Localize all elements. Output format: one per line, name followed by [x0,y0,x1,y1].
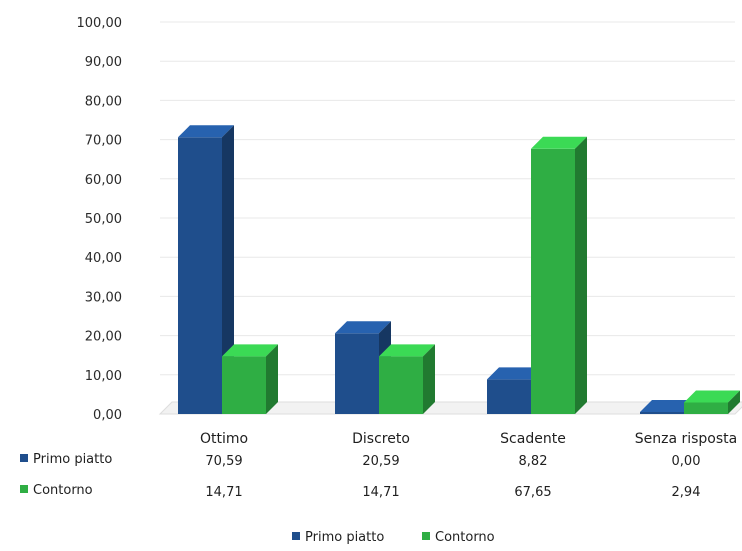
bar-top [222,344,278,357]
data-label: 2,94 [672,485,701,500]
table-series-name: Contorno [33,483,93,498]
bar-side [222,125,234,414]
x-tick-label: Scadente [500,431,566,447]
data-label: 70,59 [205,454,242,469]
bar-top [640,400,696,412]
y-tick-label: 20,00 [85,330,122,345]
data-label: 0,00 [672,454,701,469]
y-tick-label: 100,00 [77,16,123,31]
data-label: 14,71 [205,485,242,500]
y-tick-label: 30,00 [85,290,122,305]
data-label: 20,59 [362,454,399,469]
y-tick-label: 60,00 [85,173,122,188]
bar-front [379,356,423,414]
x-tick-label: Senza risposta [635,431,738,447]
data-label: 67,65 [514,485,551,500]
bar-front [531,148,575,414]
y-tick-label: 50,00 [85,212,122,227]
table-series-name: Primo piatto [33,452,112,467]
bar-top [335,321,391,334]
legend-key [292,532,300,540]
y-tick-label: 0,00 [93,408,122,423]
bar-front [222,356,266,414]
legend-key [422,532,430,540]
bar-top [684,390,740,403]
legend-label: Primo piatto [305,530,384,545]
legend-label: Contorno [435,530,495,545]
y-tick-label: 90,00 [85,55,122,70]
bar-top [178,125,234,138]
bar-side [423,344,435,414]
y-tick-label: 40,00 [85,251,122,266]
data-label: 14,71 [362,485,399,500]
table-legend-key [20,454,28,462]
bar-top [487,367,543,380]
y-tick-label: 70,00 [85,134,122,149]
bar-side [575,136,587,414]
bar-front [178,137,222,414]
bar-top [531,136,587,149]
x-tick-label: Discreto [352,431,410,447]
bar-side [266,344,278,414]
table-legend-key [20,485,28,493]
data-label: 8,82 [519,454,548,469]
y-tick-label: 80,00 [85,94,122,109]
bar-top [379,344,435,357]
y-tick-label: 10,00 [85,369,122,384]
bar-front [335,333,379,414]
bar-front [487,379,531,414]
bar-front [640,412,684,414]
bar-front [684,402,728,414]
bar-side [728,390,740,414]
x-tick-label: Ottimo [200,431,248,447]
